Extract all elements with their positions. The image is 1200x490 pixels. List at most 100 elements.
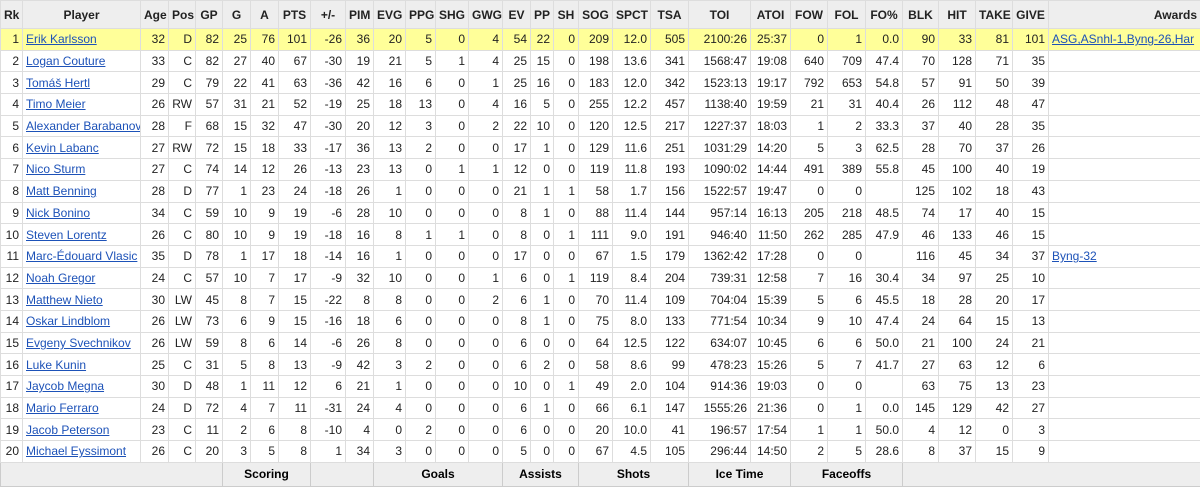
cell: 3: [373, 440, 406, 463]
cell: 99: [650, 353, 689, 376]
player-link[interactable]: Erik Karlsson: [26, 32, 97, 47]
cell: 11: [278, 396, 311, 420]
cell: 41: [250, 71, 279, 95]
cell: 6: [502, 266, 531, 290]
cell: 28: [938, 288, 976, 311]
player-link[interactable]: Kevin Labanc: [26, 140, 99, 155]
cell: 1.5: [612, 244, 651, 268]
cell: 91: [938, 71, 976, 95]
cell: 88: [578, 201, 613, 225]
cell: 296:44: [688, 440, 751, 463]
column-header: HIT: [938, 0, 976, 29]
cell: -19: [310, 93, 346, 116]
cell: 46: [975, 223, 1013, 246]
cell: 1227:37: [688, 114, 751, 138]
cell: 120: [578, 114, 613, 138]
player-link[interactable]: Matthew Nieto: [26, 292, 103, 307]
cell: Jacob Peterson: [22, 418, 141, 442]
cell: 16: [345, 223, 374, 246]
cell: 25: [502, 71, 531, 95]
cell: 5: [222, 353, 251, 376]
cell: 39: [1012, 71, 1049, 95]
cell: 0.0: [865, 396, 903, 420]
column-header: PPG: [405, 0, 436, 29]
cell: 0: [435, 375, 469, 398]
cell: 0: [468, 201, 503, 225]
cell: 26: [1012, 136, 1049, 160]
cell: 3: [1012, 418, 1049, 442]
player-link[interactable]: Nick Bonino: [26, 205, 91, 220]
cell: 54: [502, 28, 531, 51]
cell: 81: [975, 28, 1013, 51]
player-link[interactable]: Timo Meier: [26, 97, 86, 112]
cell: 28: [140, 179, 169, 203]
cell: 1138:40: [688, 93, 751, 116]
column-header: SH: [553, 0, 579, 29]
awards-link[interactable]: Byng-32: [1052, 249, 1097, 264]
cell: 0: [553, 331, 579, 355]
column-header: GWG: [468, 0, 503, 29]
player-link[interactable]: Alexander Barabanov: [26, 119, 141, 134]
cell: 6: [0, 136, 23, 160]
cell: 205: [790, 201, 828, 225]
cell: 42: [345, 71, 374, 95]
cell: 15: [222, 136, 251, 160]
cell: 209: [578, 28, 613, 51]
cell: 8: [250, 353, 279, 376]
cell: 0: [468, 375, 503, 398]
cell: 128: [938, 49, 976, 73]
cell: 7: [0, 158, 23, 181]
column-header: Age: [140, 0, 169, 29]
cell: 21:36: [750, 396, 791, 420]
cell: 72: [195, 136, 223, 160]
cell: 342: [650, 71, 689, 95]
player-link[interactable]: Evgeny Svechnikov: [26, 335, 131, 350]
cell: 119: [578, 158, 613, 181]
cell: 17: [278, 266, 311, 290]
cell: 12.0: [612, 28, 651, 51]
cell: 26: [140, 93, 169, 116]
cell: 16: [373, 71, 406, 95]
player-link[interactable]: Noah Gregor: [26, 270, 96, 285]
player-link[interactable]: Oskar Lindblom: [26, 314, 111, 329]
cell: 133: [650, 309, 689, 333]
cell: 46: [902, 223, 939, 246]
player-link[interactable]: Tomáš Hertl: [26, 75, 91, 90]
column-header: EVG: [373, 0, 406, 29]
cell: 5: [827, 440, 866, 463]
column-header: ATOI: [750, 0, 791, 29]
player-link[interactable]: Mario Ferraro: [26, 401, 99, 416]
cell: 0: [790, 375, 828, 398]
column-header: SOG: [578, 0, 613, 29]
cell: 34: [902, 266, 939, 290]
cell: 0: [405, 375, 436, 398]
player-link[interactable]: Nico Sturm: [26, 162, 86, 177]
awards-link[interactable]: ASG,ASnhl-1,Byng-26,Har: [1052, 32, 1195, 47]
cell: 17: [1012, 288, 1049, 311]
player-link[interactable]: Steven Lorentz: [26, 227, 107, 242]
cell: 1: [553, 375, 579, 398]
player-link[interactable]: Logan Couture: [26, 54, 106, 69]
player-link[interactable]: Michael Eyssimont: [26, 444, 127, 459]
cell: 6: [222, 309, 251, 333]
cell: Timo Meier: [22, 93, 141, 116]
player-link[interactable]: Jaycob Megna: [26, 379, 105, 394]
cell: 24: [140, 396, 169, 420]
cell: 10: [530, 114, 554, 138]
player-link[interactable]: Luke Kunin: [26, 357, 87, 372]
cell: 9: [250, 223, 279, 246]
player-link[interactable]: Jacob Peterson: [26, 422, 110, 437]
cell: 0: [435, 136, 469, 160]
cell: 33: [140, 49, 169, 73]
cell: 0: [530, 266, 554, 290]
cell: 634:07: [688, 331, 751, 355]
cell: 30: [140, 375, 169, 398]
cell: 100: [938, 158, 976, 181]
group-label: [902, 461, 1200, 487]
cell: 8.4: [612, 266, 651, 290]
player-link[interactable]: Matt Benning: [26, 184, 97, 199]
cell: 10:34: [750, 309, 791, 333]
player-link[interactable]: Marc-Édouard Vlasic: [26, 249, 138, 264]
cell: 79: [195, 71, 223, 95]
cell: -10: [310, 418, 346, 442]
